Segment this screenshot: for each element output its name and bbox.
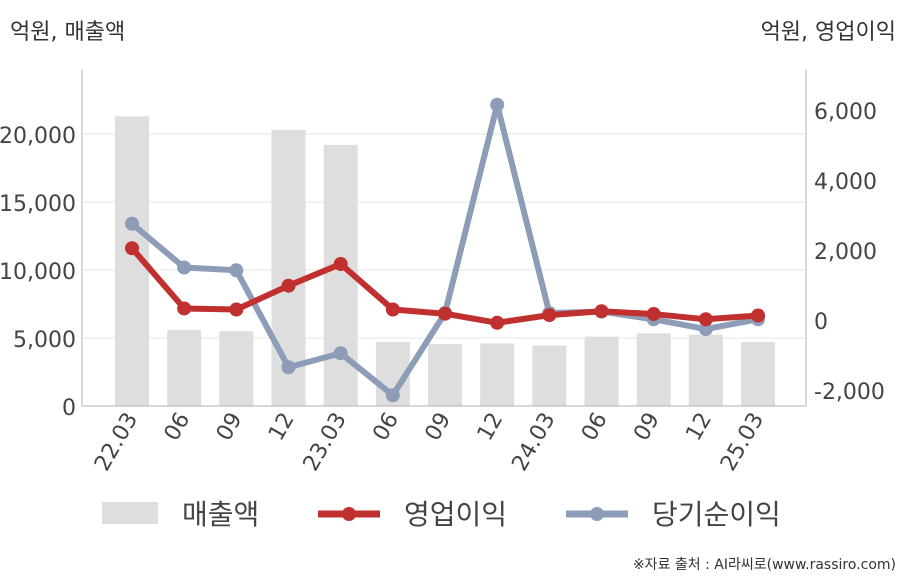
left-tick-label: 15,000 [0, 192, 76, 217]
revenue-bar [532, 345, 567, 406]
left-tick-label: 5,000 [13, 328, 76, 353]
right-tick-label: 2,000 [814, 240, 877, 265]
x-tick-label: 12 [473, 409, 509, 446]
operating-income-point [281, 278, 296, 293]
operating-income-point [385, 302, 400, 317]
legend-op-marker [342, 507, 356, 521]
net-income-point [177, 260, 192, 275]
revenue-bar [167, 329, 202, 406]
left-tick-label: 10,000 [0, 260, 76, 285]
x-tick-label: 22.03 [90, 409, 143, 476]
net-income-point [333, 346, 348, 361]
x-tick-label: 06 [368, 409, 404, 446]
legend: 매출액 영업이익 당기순이익 [102, 498, 781, 531]
operating-income-point [125, 241, 139, 256]
source-note: ※자료 출처 : AI라씨로(www.rassiro.com) [632, 557, 896, 573]
revenue-bar [271, 129, 306, 407]
x-tick-label: 06 [577, 409, 613, 446]
revenue-bars [115, 116, 776, 407]
x-tick-label: 24.03 [507, 409, 560, 476]
net-income-point [698, 322, 713, 337]
x-tick-label: 09 [212, 409, 248, 446]
x-tick-label: 12 [264, 409, 300, 446]
operating-income-point [698, 312, 713, 327]
x-tick-label: 23.03 [299, 409, 352, 476]
legend-revenue-label: 매출액 [182, 498, 259, 531]
right-tick-label: 6,000 [814, 100, 877, 125]
net-income-point [281, 360, 296, 375]
right-axis-unit: 억원, 영업이익 [760, 20, 896, 45]
legend-net-label: 당기순이익 [652, 498, 781, 531]
legend-revenue-swatch [102, 502, 158, 524]
operating-income-point [542, 308, 557, 323]
operating-income-point [751, 308, 766, 323]
operating-income-point [646, 307, 661, 322]
net-income-point [125, 216, 139, 231]
revenue-bar [428, 344, 463, 406]
revenue-bar [219, 331, 254, 406]
x-tick-label: 06 [160, 409, 196, 446]
legend-net-marker [590, 507, 604, 521]
x-tick-label: 09 [421, 409, 457, 446]
operating-income-point [229, 302, 244, 317]
operating-income-point [333, 257, 348, 271]
legend-op-label: 영업이익 [404, 498, 507, 531]
right-tick-label: -2,000 [814, 380, 885, 405]
right-tick-label: 4,000 [814, 170, 877, 195]
x-tick-label: 09 [629, 409, 665, 446]
net-income-point [385, 388, 400, 403]
left-axis-unit: 억원, 매출액 [10, 20, 126, 45]
revenue-bar [584, 336, 619, 406]
operating-income-point [490, 315, 505, 330]
operating-income-point [594, 304, 609, 319]
operating-income-point [438, 306, 453, 321]
net-income-point [229, 263, 244, 278]
x-tick-label: 25.03 [716, 409, 769, 476]
revenue-bar [480, 343, 515, 406]
revenue-bar [636, 333, 671, 406]
x-tick-label: 12 [681, 409, 717, 446]
revenue-bar [688, 334, 723, 406]
revenue-bar [741, 342, 776, 406]
left-tick-label: 0 [62, 396, 76, 421]
net-income-point [490, 97, 505, 112]
profit-lines [125, 97, 766, 403]
operating-income-point [177, 301, 192, 316]
left-tick-label: 20,000 [0, 124, 76, 149]
gridlines [82, 133, 806, 339]
right-tick-label: 0 [814, 310, 828, 335]
